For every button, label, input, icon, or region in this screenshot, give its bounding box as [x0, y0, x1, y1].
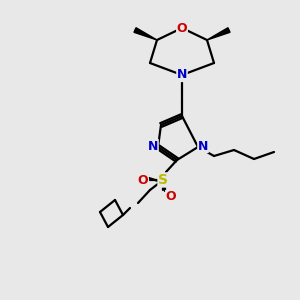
Text: N: N	[148, 140, 158, 152]
Polygon shape	[207, 28, 230, 40]
Polygon shape	[134, 28, 157, 40]
Text: S: S	[158, 173, 168, 187]
Text: O: O	[138, 173, 148, 187]
Text: O: O	[177, 22, 187, 34]
Text: N: N	[198, 140, 208, 152]
Text: O: O	[166, 190, 176, 203]
Text: N: N	[177, 68, 187, 82]
